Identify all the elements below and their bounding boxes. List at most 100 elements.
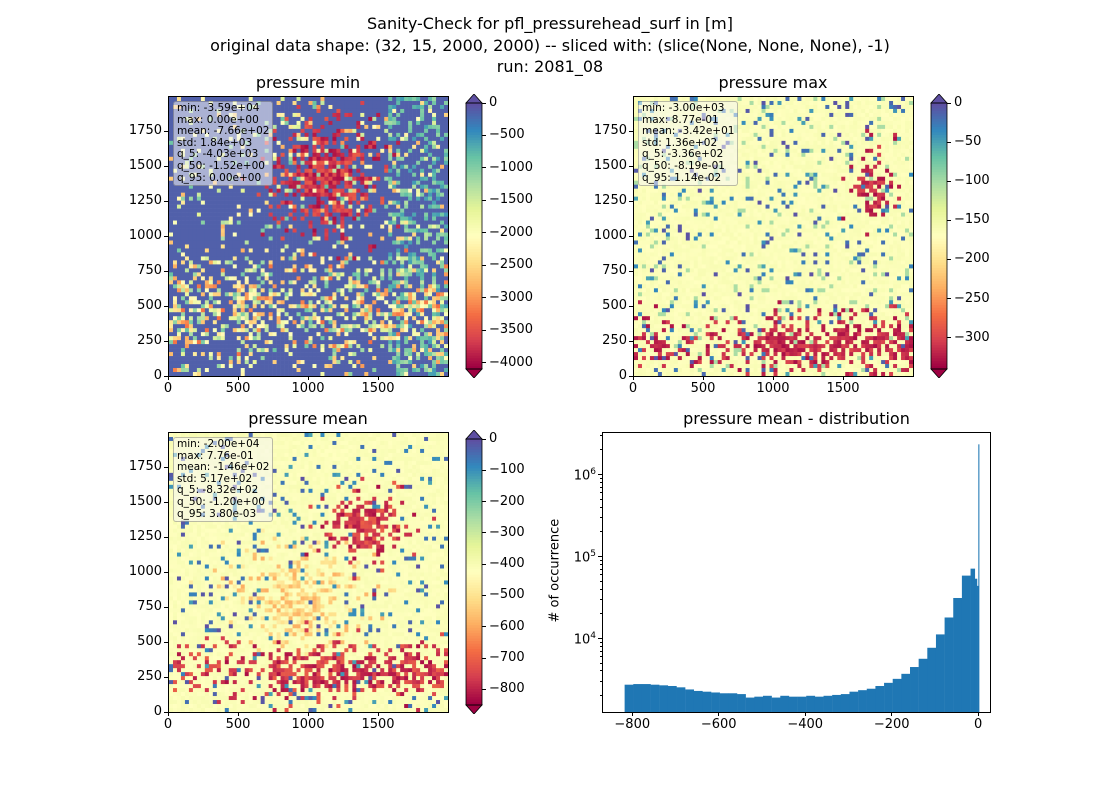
- hist-bar: [935, 634, 945, 712]
- pmax-xtick-mark: [632, 376, 634, 380]
- pmin-cbar-tick-label: −4000: [489, 354, 533, 370]
- hist-ytick-minor: [600, 563, 602, 565]
- hist-ytick-mark: [598, 555, 602, 557]
- pmin-heatmap: [169, 97, 448, 376]
- pmax-ytick-label: 0: [618, 368, 627, 383]
- pmean-cbar-tick-mark: [482, 594, 486, 596]
- pmin-cbar-tick-mark: [482, 102, 486, 104]
- pmin-xtick-label: 1500: [361, 381, 395, 396]
- hist-bar: [745, 697, 755, 712]
- pmax-ytick-mark: [629, 235, 633, 237]
- pmin-cbar-tick-label: −3500: [489, 322, 533, 338]
- hist-ytick-minor: [600, 588, 602, 590]
- pmax-cbar-tick-label: 0: [954, 95, 963, 110]
- hist-xtick-mark: [891, 712, 893, 716]
- pmax-cbar-tick-label: −50: [954, 134, 982, 150]
- pmax-stat-std: std: 1.36e+02: [642, 136, 718, 149]
- pmean-ytick-label: 500: [137, 634, 162, 649]
- hist-xtick-mark: [631, 712, 633, 716]
- figure-title-line-3: run: 2081_08: [496, 57, 604, 76]
- pmean-ytick-label: 1250: [128, 529, 162, 544]
- pmin-cbar-tick-mark: [482, 362, 486, 363]
- pmin-xtick-mark: [307, 376, 309, 380]
- pmean-ytick-label: 1500: [128, 494, 162, 509]
- pmax-ytick-label: 500: [602, 298, 627, 313]
- hist-bar: [650, 684, 660, 712]
- pmin-cbar-tick-mark: [482, 134, 486, 136]
- pmax-xtick-label: 500: [690, 381, 716, 396]
- hist-ytick-minor: [600, 574, 602, 576]
- pmin-stat-std: std: 1.84e+03: [177, 136, 253, 149]
- pmin-cbar-tick-mark: [482, 264, 486, 266]
- pmin-stat-max: max: 0.00e+00: [177, 113, 259, 126]
- pmean-cbar-tick-mark: [482, 469, 486, 471]
- pmean-cbar-tick-label: −100: [489, 462, 525, 478]
- pmax-stat-q95: q_95: 1.14e-02: [642, 171, 722, 184]
- pmax-cbar-tick-label: −250: [954, 290, 990, 306]
- pmin-cbar-tick-label: −3000: [489, 289, 533, 305]
- pmean-cbar-tick-label: −700: [489, 650, 525, 666]
- hist-bar: [970, 568, 976, 712]
- pmean-title: pressure mean: [248, 409, 368, 428]
- hist-bar: [754, 696, 764, 712]
- hist-ytick-minor: [600, 506, 602, 508]
- pmin-cbar-tick-label: 0: [489, 95, 498, 110]
- pmin-axes: min: -3.59e+04 max: 0.00e+00 mean: -7.66…: [168, 96, 449, 377]
- hist-bar: [685, 689, 695, 712]
- pmax-xtick-mark: [772, 376, 774, 380]
- pmax-ytick-mark: [629, 200, 633, 202]
- pmin-cbar-tick-label: −500: [489, 127, 525, 143]
- pmin-cbar-tick-label: −1500: [489, 192, 533, 208]
- hist-xtick-label: −400: [787, 717, 824, 732]
- pmax-xtick-mark: [702, 376, 704, 380]
- hist-bar: [659, 685, 669, 712]
- hist-ytick-mark: [598, 473, 602, 475]
- pmean-xtick-mark: [167, 712, 169, 716]
- pmax-stat-min: min: -3.00e+03: [642, 102, 725, 114]
- hist-bar: [823, 695, 833, 712]
- pmin-ytick-mark: [164, 130, 168, 132]
- hist-bar: [737, 694, 746, 712]
- hist-bar: [788, 696, 798, 712]
- pmean-xtick-mark: [377, 712, 379, 716]
- pmax-ytick-mark: [629, 340, 633, 342]
- pmax-cbar-tick-mark: [947, 258, 951, 260]
- pmean-xtick-label: 1500: [361, 717, 395, 732]
- pmean-stat-min: min: -2.00e+04: [177, 438, 260, 450]
- pmean-cbar-tick-label: −600: [489, 618, 525, 634]
- hist-xtick-label: −800: [614, 717, 651, 732]
- hist-plot-area: [624, 444, 980, 712]
- hist-ytick-mark: [598, 637, 602, 639]
- hist-ytick-minor: [600, 670, 602, 672]
- pmax-cbar-tick-label: −300: [954, 329, 990, 345]
- hist-bar: [953, 597, 963, 712]
- hist-ytick-minor: [600, 613, 602, 615]
- hist-bar: [711, 692, 720, 712]
- pmin-stat-q95: q_95: 0.00e+00: [177, 171, 262, 184]
- pmax-cbar-tick-label: −100: [954, 173, 990, 189]
- hist-ytick-minor: [600, 498, 602, 500]
- hist-axes: [602, 432, 991, 713]
- pmax-ytick-mark: [629, 270, 633, 272]
- hist-xtick-mark: [804, 712, 806, 716]
- pmean-stat-max: max: 7.76e-01: [177, 449, 254, 462]
- pmean-xtick-mark: [237, 712, 239, 716]
- pmin-ytick-label: 250: [137, 333, 162, 348]
- pmin-ytick-mark: [164, 305, 168, 307]
- hist-bar: [961, 575, 971, 712]
- hist-xtick-mark: [718, 712, 720, 716]
- hist-ytick-minor: [600, 434, 602, 436]
- pmax-title: pressure max: [718, 73, 828, 92]
- hist-ytick-minor: [600, 641, 602, 643]
- pmean-cbar-tick-mark: [482, 626, 486, 628]
- hist-bar: [944, 617, 954, 712]
- pmin-ytick-label: 750: [137, 263, 162, 278]
- pmean-ytick-mark: [164, 571, 168, 573]
- pmax-colorbar: [930, 94, 948, 378]
- pmin-title: pressure min: [255, 73, 361, 92]
- pmin-stats-box: min: -3.59e+04 max: 0.00e+00 mean: -7.66…: [173, 101, 274, 187]
- pmean-xtick-mark: [307, 712, 309, 716]
- figure-title-line-2: original data shape: (32, 15, 2000, 2000…: [210, 36, 890, 55]
- pmin-stat-min: min: -3.59e+04: [177, 102, 260, 114]
- pmean-ytick-mark: [164, 466, 168, 468]
